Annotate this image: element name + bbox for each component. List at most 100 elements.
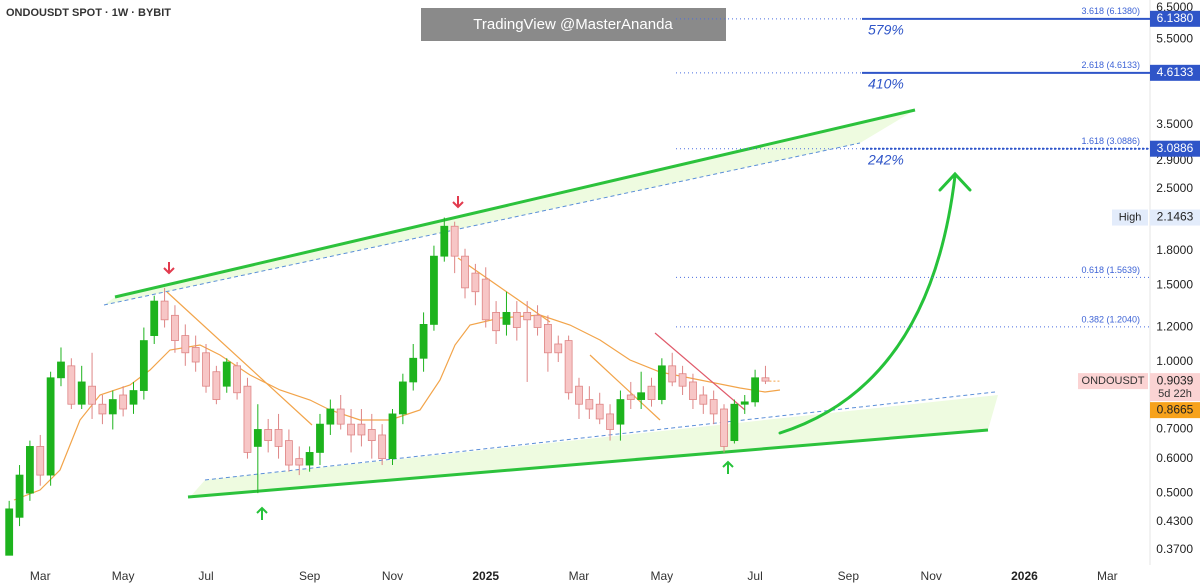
- lower-trend-line: [187, 428, 989, 499]
- candle-body: [595, 403, 604, 420]
- candle-body: [191, 347, 200, 363]
- candle-body: [533, 314, 542, 328]
- last-price-badge: [1150, 373, 1200, 402]
- x-tick-label: 2026: [1011, 569, 1038, 583]
- candle-body: [77, 381, 86, 405]
- candle-body: [36, 446, 45, 476]
- decline-line: [457, 257, 551, 323]
- candle-body: [160, 300, 169, 321]
- candle-body: [398, 381, 407, 415]
- candle-body: [15, 474, 24, 518]
- candle-body: [585, 399, 594, 410]
- candle-body: [471, 272, 480, 293]
- candle-body: [181, 335, 190, 354]
- candle-body: [5, 508, 14, 556]
- candle-body: [388, 413, 397, 460]
- down-arrow: [452, 196, 464, 209]
- fib-label: 0.618 (1.5639): [1081, 265, 1140, 275]
- x-tick-label: Mar: [1097, 569, 1118, 583]
- decline-line: [589, 354, 661, 421]
- y-tick-label: 0.4300: [1156, 514, 1193, 528]
- candle-body: [709, 399, 718, 415]
- candle-body: [233, 365, 242, 394]
- candle-body: [264, 429, 273, 442]
- price-badge: [1150, 10, 1200, 27]
- fib-label: 1.618 (3.0886): [1081, 136, 1140, 146]
- candle-body: [689, 381, 697, 400]
- y-tick-label: 0.6000: [1156, 451, 1193, 465]
- candle-body: [347, 423, 355, 436]
- candle-body: [316, 423, 324, 453]
- candle-body: [678, 373, 687, 387]
- x-tick-label: Nov: [921, 569, 942, 583]
- down-arrow: [163, 262, 175, 275]
- projection-arrow: [778, 171, 972, 435]
- up-arrow: [722, 460, 734, 474]
- symbol-tag-label: ONDOUSDT: [1082, 375, 1145, 387]
- candle-body: [626, 394, 635, 400]
- x-tick-label: Mar: [30, 569, 51, 583]
- candle-body: [46, 377, 55, 476]
- x-tick-label: Sep: [299, 569, 321, 583]
- watermark: TradingView @MasterAnanda: [473, 16, 673, 33]
- candle-body: [108, 399, 117, 415]
- candle-body: [440, 225, 449, 257]
- candle-body: [202, 352, 210, 387]
- x-tick-label: Jul: [198, 569, 213, 583]
- candle-body: [243, 385, 252, 453]
- price-badge: [1150, 140, 1200, 157]
- x-tick-label: Nov: [382, 569, 403, 583]
- x-tick-label: Mar: [569, 569, 590, 583]
- candle-body: [606, 413, 614, 430]
- last-price-label: 0.9039: [1157, 373, 1194, 387]
- upper-dashed-line: [103, 142, 861, 306]
- x-tick-label: Jul: [747, 569, 762, 583]
- countdown-label: 5d 22h: [1158, 388, 1192, 400]
- candle-body: [523, 311, 532, 321]
- candle-body: [699, 394, 708, 405]
- candle-body: [129, 390, 138, 405]
- watermark-box: [421, 8, 726, 41]
- candle-body: [295, 458, 304, 466]
- candle-body: [740, 401, 749, 405]
- candle-body: [150, 300, 159, 336]
- candle-body: [409, 357, 418, 383]
- y-tick-label: 0.3700: [1156, 542, 1193, 556]
- ma-badge: [1150, 402, 1200, 419]
- x-tick-label: Sep: [838, 569, 860, 583]
- chart-title: ONDOUSDT SPOT · 1W · BYBIT: [6, 7, 171, 19]
- price-badge-label: 6.1380: [1157, 11, 1194, 25]
- candle-body: [378, 434, 387, 460]
- y-tick-label: 1.0000: [1156, 354, 1193, 368]
- moving-average: [13, 314, 781, 501]
- candle-body: [575, 385, 583, 405]
- x-tick-label: May: [112, 569, 135, 583]
- candle-body: [430, 255, 438, 325]
- candle-body: [336, 408, 345, 425]
- symbol-tag: [1078, 373, 1148, 390]
- y-tick-label: 1.2000: [1156, 320, 1193, 334]
- upper-trend-line: [114, 108, 916, 299]
- candle-body: [419, 324, 428, 359]
- gain-label: 579%: [868, 22, 904, 38]
- candle-body: [512, 311, 521, 328]
- candle-body: [139, 340, 148, 391]
- candle-body: [25, 446, 34, 494]
- high-tag: [1112, 209, 1148, 226]
- decline-line: [654, 332, 746, 411]
- price-badge-label: 3.0886: [1157, 141, 1194, 155]
- candle-body: [668, 365, 677, 383]
- candle-body: [761, 377, 770, 382]
- candle-body: [720, 408, 728, 447]
- y-tick-label: 1.8000: [1156, 243, 1193, 257]
- candle-body: [730, 403, 739, 442]
- high-badge-label: 2.1463: [1157, 210, 1194, 224]
- ma-badge-label: 0.8665: [1157, 402, 1194, 416]
- candle-body: [544, 324, 552, 354]
- high-tag-label: High: [1119, 211, 1142, 223]
- candle-body: [326, 408, 335, 425]
- candle-body: [212, 371, 221, 400]
- candle-body: [305, 452, 314, 466]
- x-tick-label: 2025: [472, 569, 499, 583]
